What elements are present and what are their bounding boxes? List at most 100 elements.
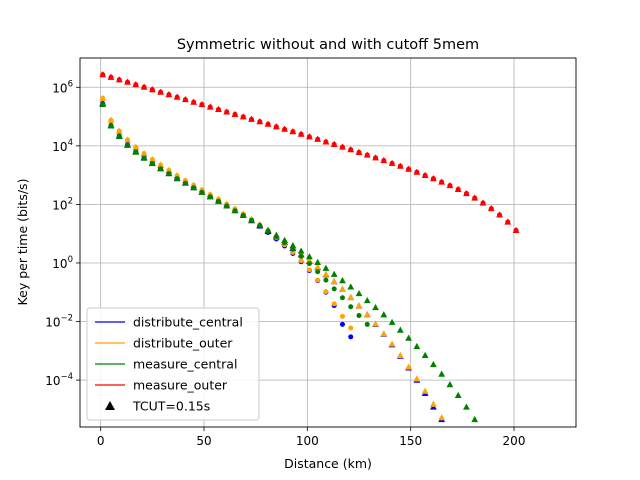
data-point <box>339 144 345 150</box>
data-point <box>331 141 337 147</box>
data-point <box>191 185 197 191</box>
data-point <box>323 139 329 145</box>
data-point <box>472 195 478 201</box>
y-axis-label: Key per time (bits/s) <box>15 179 30 306</box>
data-point <box>406 166 412 172</box>
data-point <box>100 95 106 101</box>
data-point <box>298 258 304 264</box>
data-point <box>158 162 164 168</box>
tcut-triangle-point <box>388 318 396 325</box>
data-point <box>149 160 155 166</box>
x-tick-label: 100 <box>296 434 319 448</box>
data-point <box>339 295 345 301</box>
data-point <box>249 116 255 122</box>
data-point <box>306 267 312 273</box>
y-tick-label: 104 <box>52 138 73 154</box>
data-point <box>133 144 139 150</box>
data-point <box>215 198 221 204</box>
data-point <box>331 286 337 292</box>
tcut-triangle-point <box>339 276 346 284</box>
y-tick-exponent: 4 <box>68 138 73 148</box>
x-axis-label: Distance (km) <box>284 456 372 471</box>
data-point <box>265 121 271 127</box>
data-point <box>381 158 387 164</box>
y-tick-exponent: 6 <box>68 79 73 89</box>
tcut-triangle-point <box>372 320 379 327</box>
data-point <box>505 219 511 225</box>
data-point <box>133 149 139 155</box>
legend-label: distribute_central <box>133 315 243 330</box>
data-point <box>174 94 180 100</box>
data-point <box>207 194 213 200</box>
data-point <box>513 227 519 233</box>
data-point <box>282 126 288 132</box>
tcut-triangle-point <box>463 403 470 410</box>
data-point <box>240 114 246 120</box>
data-point <box>348 334 354 340</box>
data-point <box>389 160 395 166</box>
data-point <box>232 111 238 117</box>
tcut-triangle-point <box>454 391 462 399</box>
data-point <box>298 131 304 137</box>
tcut-triangle-point <box>380 330 388 337</box>
data-point <box>199 189 205 195</box>
data-point <box>191 99 197 105</box>
tcut-triangle-point <box>363 311 371 318</box>
y-tick-label: 100 <box>52 255 73 271</box>
data-point <box>315 277 321 283</box>
data-point <box>339 321 345 327</box>
legend-label: TCUT=0.15s <box>132 399 210 414</box>
tcut-triangle-point <box>388 340 396 347</box>
tcut-triangle-point <box>289 242 297 249</box>
x-tick-label: 0 <box>97 434 105 448</box>
tcut-triangle-point <box>306 256 313 264</box>
legend-box <box>86 307 260 421</box>
data-point <box>323 289 329 295</box>
data-point <box>331 301 337 307</box>
tcut-triangle-point <box>306 253 313 260</box>
tcut-triangle-point <box>339 285 346 293</box>
data-point <box>166 171 172 177</box>
data-point <box>249 217 255 223</box>
tcut-triangle-point <box>396 326 404 333</box>
data-point <box>100 72 106 78</box>
data-point <box>125 142 131 148</box>
tcut-triangle-point <box>430 360 437 368</box>
y-tick-base: 10 <box>52 257 67 271</box>
data-point <box>356 313 362 319</box>
tcut-triangle-point <box>421 387 429 394</box>
data-point <box>306 134 312 140</box>
data-point <box>141 155 147 161</box>
data-point <box>116 77 122 83</box>
legend-label: distribute_outer <box>133 336 233 351</box>
data-point <box>215 106 221 112</box>
y-tick-base: 10 <box>52 81 67 95</box>
data-point <box>182 180 188 186</box>
data-point <box>273 234 279 240</box>
tcut-triangle-point <box>430 400 437 407</box>
data-point <box>116 133 122 139</box>
tcut-triangle-point <box>413 342 421 350</box>
y-tick-label: 106 <box>52 79 73 95</box>
data-point <box>430 176 436 182</box>
y-tick-label: 10−2 <box>45 314 73 330</box>
plot-frame <box>79 57 577 428</box>
data-point <box>149 87 155 93</box>
tcut-triangle-point <box>363 296 371 304</box>
data-point <box>108 117 114 123</box>
y-tick-label: 10−4 <box>45 372 73 388</box>
data-point <box>356 149 362 155</box>
tcut-triangle-point <box>471 415 479 423</box>
y-tick-exponent: −4 <box>60 372 73 382</box>
data-point <box>174 176 180 182</box>
tcut-triangle-point <box>330 278 338 285</box>
data-point <box>125 137 131 143</box>
data-point <box>133 82 139 88</box>
tcut-triangle-point <box>413 375 421 382</box>
data-point <box>240 212 246 218</box>
data-point <box>207 104 213 110</box>
data-point <box>125 79 131 85</box>
tcut-triangle-point <box>438 370 446 377</box>
tcut-triangle-point <box>405 363 412 370</box>
